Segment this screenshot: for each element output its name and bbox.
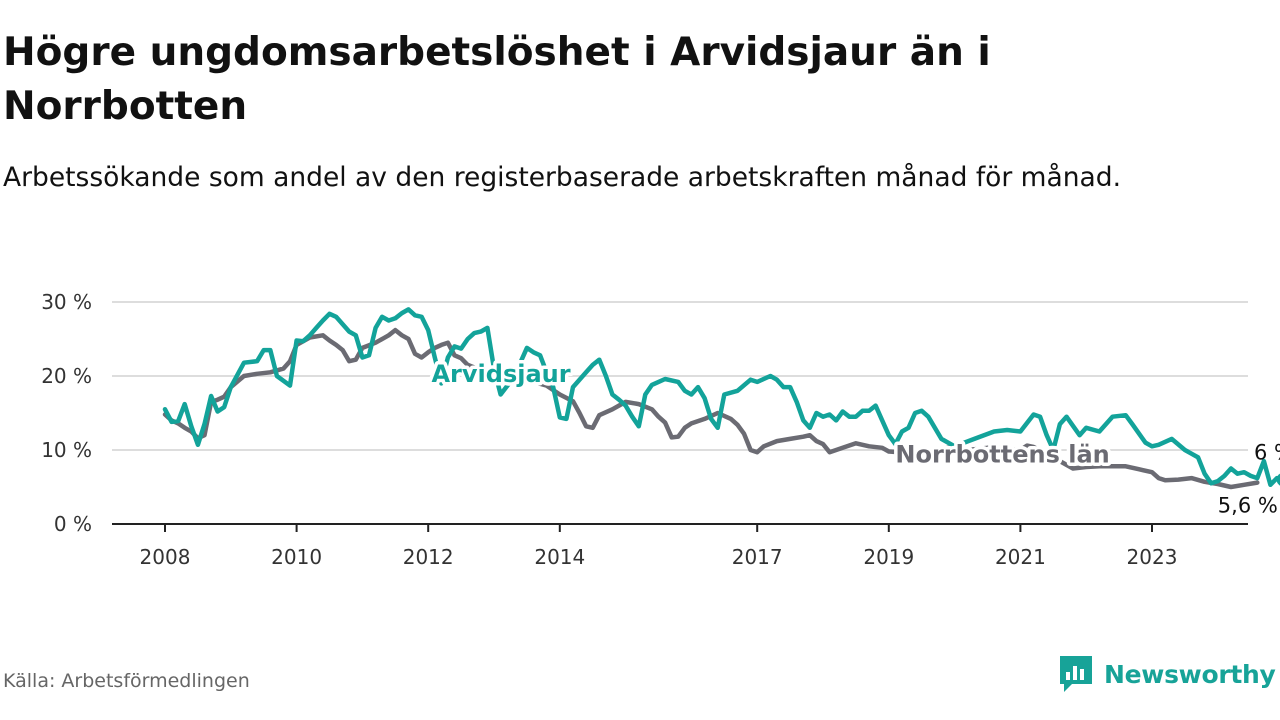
newsworthy-logo: Newsworthy (1058, 652, 1276, 696)
x-axis: 2008 2010 2012 2014 2017 2019 2021 2023 (112, 523, 1248, 569)
end-point-arvidsjaur (1276, 473, 1280, 486)
chart-subtitle: Arbetssökande som andel av den registerb… (3, 162, 1122, 193)
y-tick-label: 30 % (41, 290, 92, 314)
chart-title: Högre ungdomsarbetslöshet i Arvidsjaur ä… (3, 30, 991, 129)
y-tick-label: 20 % (41, 364, 92, 388)
x-tick-label: 2023 (1127, 545, 1178, 569)
x-tick-label: 2010 (271, 545, 322, 569)
series-lines (162, 307, 1280, 490)
source-note: Källa: Arbetsförmedlingen (3, 670, 250, 692)
end-value-label-norrbotten: 5,6 % (1218, 494, 1278, 518)
x-tick-label: 2017 (732, 545, 783, 569)
x-tick-label: 2019 (863, 545, 914, 569)
y-tick-label: 0 % (54, 512, 92, 536)
x-tick-label: 2008 (140, 545, 191, 569)
end-value-label-arvidsjaur: 6 % (1254, 441, 1280, 465)
x-tick-label: 2021 (995, 545, 1046, 569)
series-label-norrbotten: Norrbottens län (895, 441, 1109, 469)
newsworthy-chart-icon (1060, 656, 1092, 692)
series-line-norrbotten (162, 327, 1260, 490)
x-tick-label: 2012 (403, 545, 454, 569)
line-chart: 0 % 10 % 20 % 30 % 2008 2010 2012 2014 2017 2019… (41, 290, 1280, 569)
y-tick-label: 10 % (41, 438, 92, 462)
gridlines (112, 301, 1248, 451)
series-label-arvidsjaur: Arvidsjaur (431, 360, 570, 388)
series-line-arvidsjaur (162, 307, 1280, 488)
y-axis-tick-labels: 0 % 10 % 20 % 30 % (41, 290, 92, 536)
brand-name: Newsworthy (1104, 659, 1276, 689)
x-tick-label: 2014 (534, 545, 585, 569)
series-labels: Norrbottens län 5,6 % Arvidsjaur 6 % (428, 356, 1280, 518)
